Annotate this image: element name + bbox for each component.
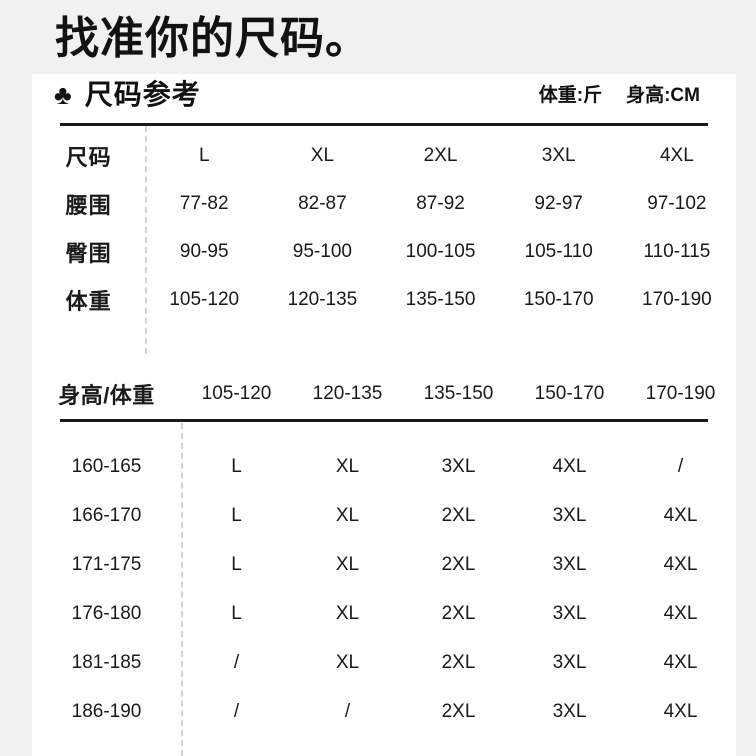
card-header-title: 尺码参考 [84,79,201,110]
matrix-cell: L [231,455,242,477]
specs-cell: 105-110 [524,241,593,262]
matrix-cell: 3XL [552,553,587,575]
specs-cell: 90-95 [179,241,229,262]
specs-cell: 95-100 [292,241,352,262]
matrix-table: 160-165 L XL 3XL 4XL / 166-170 L XL 2XL … [32,442,736,736]
size-chart-card: ♣ 尺码参考 体重:斤 身高:CM 尺码 L XL 2XL 3XL 4XL 腰围… [32,74,736,756]
matrix-cell: XL [335,602,360,624]
matrix-cell: 3XL [552,602,587,624]
matrix-weight-column-header: 105-120 [201,383,272,404]
specs-cell: 110-115 [643,241,711,262]
matrix-cell: 4XL [663,651,698,673]
matrix-height-label: 176-180 [71,602,142,624]
matrix-cell: / [677,455,684,477]
specs-cell: 135-150 [405,289,476,310]
matrix-height-label: 160-165 [71,455,142,477]
card-header: ♣ 尺码参考 体重:斤 身高:CM [32,74,736,122]
table-row: 166-170 L XL 2XL 3XL 4XL [32,491,736,540]
matrix-cell: 4XL [663,504,698,526]
table-row: 腰围 77-82 82-87 87-92 92-97 97-102 [32,180,736,228]
matrix-cell: 3XL [441,455,476,477]
matrix-cell: 4XL [552,455,587,477]
matrix-header-row: 身高/体重 105-120 120-135 135-150 150-170 17… [32,374,736,414]
table-row: 体重 105-120 120-135 135-150 150-170 170-1… [32,276,736,324]
matrix-corner-label: 身高/体重 [58,383,155,408]
matrix-cell: 3XL [552,700,587,722]
club-icon: ♣ [54,80,72,110]
matrix-cell: / [233,700,240,722]
matrix-cell: XL [335,553,360,575]
specs-cell: L [198,145,210,166]
matrix-cell: L [231,602,242,624]
matrix-weight-column-header: 135-150 [423,383,494,404]
table-row: 160-165 L XL 3XL 4XL / [32,442,736,491]
matrix-cell: / [233,651,240,673]
matrix-height-label: 171-175 [71,553,142,575]
matrix-weight-column-header: 120-135 [312,383,383,404]
table-row: 臀围 90-95 95-100 100-105 105-110 110-115 [32,228,736,276]
matrix-cell: 2XL [441,553,476,575]
matrix-cell: 4XL [663,700,698,722]
page-title: 找准你的尺码。 [55,14,370,63]
matrix-height-label: 166-170 [71,504,142,526]
matrix-cell: 2XL [441,651,476,673]
matrix-cell: 2XL [441,700,476,722]
table-row: 181-185 / XL 2XL 3XL 4XL [32,638,736,687]
matrix-cell: 4XL [663,553,698,575]
matrix-cell: 3XL [552,504,587,526]
specs-cell: 77-82 [179,193,229,214]
matrix-cell: 3XL [552,651,587,673]
specs-cell: 97-102 [647,193,707,214]
specs-cell: 170-190 [642,289,712,310]
specs-row-label: 腰围 [65,193,112,218]
matrix-weight-column-header: 150-170 [534,383,605,404]
table-row: 171-175 L XL 2XL 3XL 4XL [32,540,736,589]
table-row: 身高/体重 105-120 120-135 135-150 150-170 17… [32,374,736,414]
matrix-dashed-separator [181,423,183,756]
unit-weight-label: 体重:斤 [538,85,603,106]
specs-cell: 105-120 [169,289,240,310]
header-divider [60,123,708,126]
specs-cell: 2XL [423,145,458,166]
matrix-cell: L [231,504,242,526]
matrix-height-label: 186-190 [71,700,142,722]
specs-cell: 87-92 [416,193,465,214]
specs-cell: 3XL [541,145,576,166]
matrix-cell: / [344,700,351,722]
specs-dashed-separator [145,126,147,354]
matrix-divider [60,419,708,422]
matrix-cell: 2XL [441,504,476,526]
matrix-cell: XL [335,651,360,673]
specs-cell: 92-97 [534,193,583,214]
specs-cell: 82-87 [298,193,347,214]
matrix-weight-column-header: 170-190 [645,383,716,404]
unit-height-label: 身高:CM [626,85,700,106]
matrix-cell: 4XL [663,602,698,624]
matrix-height-label: 181-185 [71,651,142,673]
table-row: 176-180 L XL 2XL 3XL 4XL [32,589,736,638]
card-header-units: 体重:斤 身高:CM [539,84,700,108]
specs-cell: XL [310,145,335,166]
card-header-left: ♣ 尺码参考 [54,78,201,112]
specs-cell: 4XL [659,145,694,166]
specs-table: 尺码 L XL 2XL 3XL 4XL 腰围 77-82 82-87 87-92… [32,132,736,324]
specs-cell: 100-105 [405,241,476,262]
table-row: 186-190 / / 2XL 3XL 4XL [32,687,736,736]
matrix-cell: XL [335,504,360,526]
specs-row-label: 体重 [65,289,112,314]
specs-cell: 120-135 [287,289,358,310]
specs-cell: 150-170 [523,289,594,310]
specs-row-label: 尺码 [65,145,112,170]
specs-row-label: 臀围 [65,241,112,266]
matrix-cell: 2XL [441,602,476,624]
matrix-cell: XL [335,455,360,477]
table-row: 尺码 L XL 2XL 3XL 4XL [32,132,736,180]
matrix-cell: L [231,553,242,575]
